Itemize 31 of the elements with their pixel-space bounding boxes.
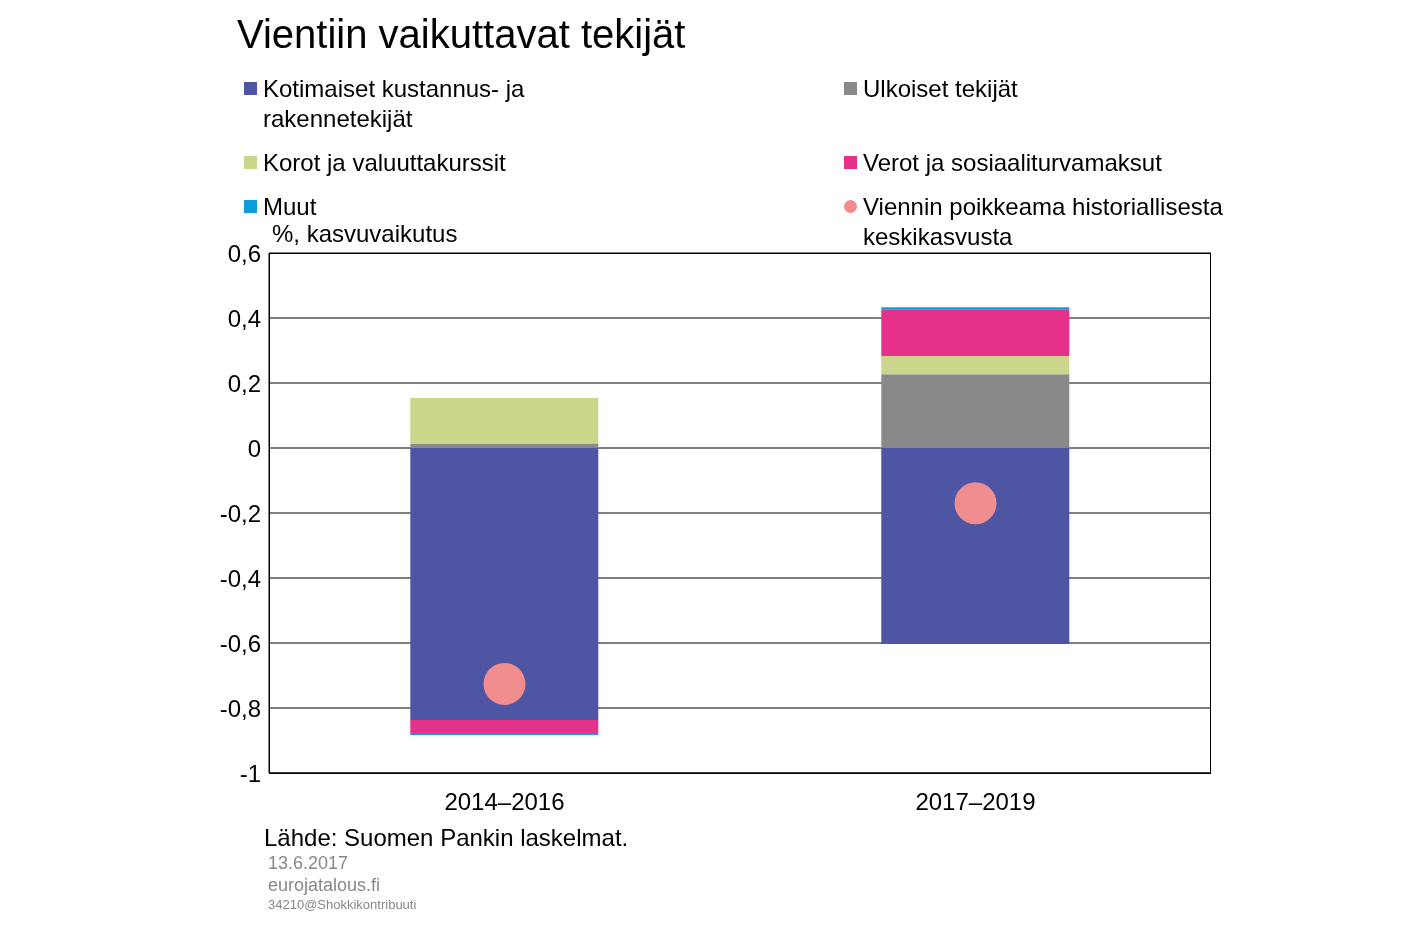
text: 13.6.2017 [268, 853, 350, 873]
bar [410, 720, 599, 734]
y-tick-label: 0 [247, 434, 261, 462]
y-tick-label: -0,2 [219, 499, 261, 527]
legend-label: Ulkoiset tekijät [863, 74, 1018, 104]
y-tick-label: 0,4 [227, 304, 261, 332]
y-tick-label: 0,2 [227, 369, 261, 397]
y-tick-label: -0,4 [219, 564, 261, 592]
legend-label: Muut [263, 192, 317, 222]
bar [410, 444, 599, 448]
bar [410, 397, 599, 445]
bar [410, 448, 599, 721]
bar [881, 448, 1070, 644]
legend-label: Viennin poikkeama historiallisesta keskikasvusta [863, 192, 1224, 252]
legend-label: Kotimaiset kustannus- ja rakennetekijät [263, 74, 526, 134]
chart-title: Vientiin vaikuttavat tekijät [237, 12, 686, 57]
bar [881, 374, 1070, 448]
x-tick-label: 2014–2016 [444, 788, 565, 816]
text: 34210@Shokkikontribuuti [268, 897, 418, 912]
y-tick-label: -0,8 [219, 694, 261, 722]
bar [881, 309, 1070, 357]
y-tick-label: 0,6 [227, 239, 261, 267]
y-axis-title: %, kasvuvaikutus [272, 220, 458, 248]
legend-label: Korot ja valuuttakurssit [263, 148, 506, 178]
text: Lähde: Suomen Pankin laskelmat. [264, 824, 629, 851]
y-tick-label: -1 [239, 759, 261, 787]
x-tick-label: 2017–2019 [915, 788, 1036, 816]
bar [881, 356, 1070, 375]
legend-label: Verot ja sosiaaliturvamaksut [863, 148, 1162, 178]
y-tick-label: -0,6 [219, 629, 261, 657]
text: eurojatalous.fi [268, 875, 382, 895]
